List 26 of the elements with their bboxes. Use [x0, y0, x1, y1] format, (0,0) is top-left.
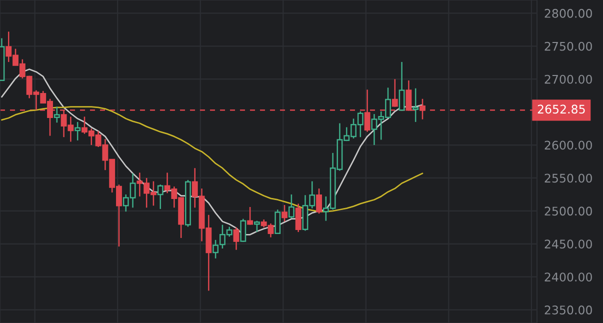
candlestick — [240, 218, 246, 243]
candlestick — [54, 106, 60, 124]
candlestick — [282, 204, 288, 222]
y-tick-label: 2750.00 — [544, 42, 592, 51]
y-tick-label: 2400.00 — [544, 272, 592, 282]
candlestick — [247, 206, 254, 226]
candlestick — [420, 98, 426, 120]
candlestick — [392, 78, 398, 108]
candlestick — [233, 226, 240, 250]
y-tick-label: 2450.00 — [544, 240, 592, 249]
y-tick-label: 2350.00 — [544, 306, 592, 314]
candlestick — [274, 208, 281, 235]
candlestick — [288, 194, 294, 219]
candlestick — [74, 121, 81, 142]
y-tick-label: 2700.00 — [544, 74, 592, 84]
y-tick-label: 2550.00 — [544, 174, 592, 183]
ref-line-label: 2652.85 — [538, 104, 585, 114]
candlestick — [157, 184, 164, 210]
y-tick-label: 2600.00 — [544, 140, 592, 150]
candlestick — [295, 203, 302, 233]
y-tick-label: 2800.00 — [544, 8, 592, 18]
candlestick — [316, 188, 322, 214]
candlestick — [254, 220, 260, 233]
candlestick — [398, 61, 405, 112]
y-tick-label: 2500.00 — [544, 206, 592, 216]
candlestick — [412, 88, 419, 123]
